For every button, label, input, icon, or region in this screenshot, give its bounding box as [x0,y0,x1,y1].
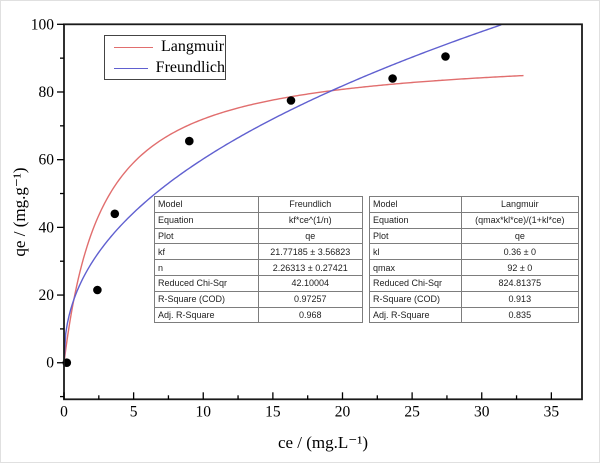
fit-param-value: Freundlich [257,196,363,213]
langmuir-curve [64,74,524,362]
fit-param-value: 0.913 [460,290,580,308]
fit-param-value: 2.26313 ± 0.27421 [257,259,363,276]
fit-table-row: Plot qe [154,227,363,245]
fit-param-label: qmax [369,259,462,276]
fit-param-value: Langmuir [460,196,580,213]
fit-table-row: R-Square (COD) 0.97257 [154,290,363,308]
y-tick-label: 0 [46,355,54,372]
fit-param-value: 92 ± 0 [460,259,580,276]
x-tick-label: 5 [130,403,138,420]
data-point [185,136,194,146]
fit-table-row: Model Freundlich [154,196,363,213]
fit-param-label: Plot [369,227,462,245]
fit-param-value: 0.968 [257,306,363,324]
x-tick-label: 0 [60,403,68,420]
fit-param-value: qe [460,227,580,245]
y-tick-label: 20 [39,287,55,304]
fit-param-label: Adj. R-Square [154,306,259,324]
y-tick-label: 60 [39,152,55,169]
x-tick-label: 35 [544,403,560,420]
fit-param-label: n [154,259,259,276]
data-point [93,285,102,295]
fit-table-row: Adj. R-Square 0.968 [154,306,363,324]
data-point [441,52,450,61]
plot-frame [63,23,583,401]
fit-table-row: Equation kf*ce^(1/n) [154,211,363,229]
fit-param-label: Plot [154,227,259,245]
fit-param-value: 0.36 ± 0 [460,243,580,261]
y-tick-label: 100 [31,16,55,33]
freundlich-line-swatch [114,67,148,69]
fit-param-label: Reduced Chi-Sqr [154,274,259,292]
data-point [286,96,296,105]
y-tick-label: 40 [39,219,55,236]
fit-param-label: Equation [369,211,462,229]
fit-table-row: Adj. R-Square 0.835 [369,306,580,324]
x-tick-label: 10 [195,403,211,420]
fit-table-row: Model Langmuir [369,196,580,213]
x-axis-label: ce / (mg.L⁻¹) [277,433,369,452]
data-point [388,74,397,83]
langmuir-line-swatch [114,46,153,48]
y-axis-label: qe / (mg.g⁻¹) [10,167,29,257]
fit-table-row: kl 0.36 ± 0 [369,243,580,261]
fit-param-label: kl [369,243,462,261]
x-tick-label: 30 [474,403,490,420]
fit-param-label: Model [369,196,462,213]
fit-param-label: kf [154,243,259,261]
fit-table-row: kf 21.77185 ± 3.56823 [154,243,363,261]
freundlich-curve [64,24,502,363]
fit-param-value: 0.97257 [257,290,363,308]
fit-param-value: (qmax*kl*ce)/(1+kl*ce) [460,211,580,229]
freundlich-fit-table: Model Freundlich Equation kf*ce^(1/n) Plot qe… [154,196,363,324]
fit-table-row: Reduced Chi-Sqr 824.81375 [369,274,580,292]
fit-table-row: n 2.26313 ± 0.27421 [154,259,363,276]
fit-param-label: Adj. R-Square [369,306,462,324]
fit-param-label: Model [154,196,259,213]
data-point [110,209,120,219]
legend-label-freundlich: Freundlich [155,59,225,76]
fit-param-value: 42.10004 [257,274,363,292]
fit-param-label: R-Square (COD) [154,290,259,308]
fit-table-row: qmax 92 ± 0 [369,259,580,276]
fit-param-value: 21.77185 ± 3.56823 [257,243,363,261]
x-tick-label: 25 [404,403,420,420]
legend-item-freundlich: Freundlich [114,59,225,77]
fit-param-label: R-Square (COD) [369,290,462,308]
y-tick-label: 80 [39,84,55,101]
x-tick-label: 20 [335,403,351,420]
fit-table-row: Plot qe [369,227,580,245]
fit-table-row: Reduced Chi-Sqr 42.10004 [154,274,363,292]
fit-param-value: kf*ce^(1/n) [257,211,363,229]
fit-param-label: Reduced Chi-Sqr [369,274,462,292]
langmuir-fit-table: Model Langmuir Equation (qmax*kl*ce)/(1+kl*… [369,196,580,324]
legend-label-langmuir: Langmuir [161,38,225,55]
x-tick-label: 15 [265,403,281,420]
fit-table-row: R-Square (COD) 0.913 [369,290,580,308]
fit-param-value: qe [257,227,363,245]
fit-table-row: Equation (qmax*kl*ce)/(1+kl*ce) [369,211,580,229]
fit-param-value: 824.81375 [460,274,580,292]
fit-param-label: Equation [154,211,259,229]
legend: Langmuir Freundlich [104,35,226,80]
fit-param-value: 0.835 [460,306,580,324]
legend-item-langmuir: Langmuir [114,38,225,56]
